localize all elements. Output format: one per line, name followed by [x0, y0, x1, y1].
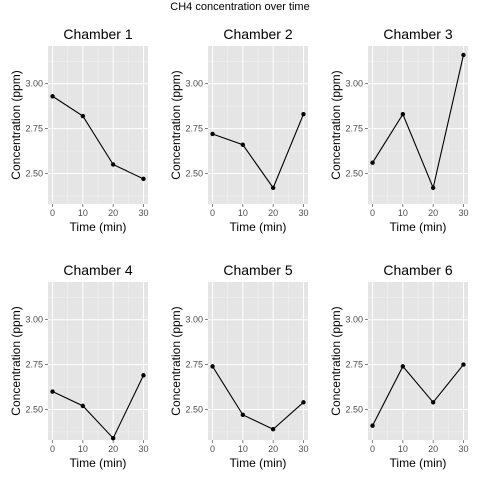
x-tick-label: 20 [268, 208, 278, 218]
data-point [301, 112, 306, 117]
x-tick-label: 20 [428, 208, 438, 218]
y-axis-title: Concentration (ppm) [169, 306, 183, 415]
x-tick-label: 30 [298, 444, 308, 454]
series-line [52, 95, 144, 180]
panel-title: Chamber 5 [223, 262, 292, 278]
x-axis-title: Time (min) [70, 220, 127, 234]
y-tick-label: 3.00 [345, 79, 363, 89]
data-point [210, 364, 215, 369]
data-point [80, 403, 86, 409]
data-point [240, 412, 246, 418]
y-tick-label: 2.75 [345, 124, 363, 134]
panel-title: Chamber 2 [223, 26, 292, 42]
data-point [210, 131, 215, 137]
x-axis-title: Time (min) [390, 220, 447, 234]
x-tick-label: 20 [268, 444, 278, 454]
panel-title: Chamber 1 [63, 26, 132, 42]
x-tick-label: 0 [210, 208, 215, 218]
y-tick-label: 3.00 [345, 315, 363, 325]
data-point [400, 112, 406, 117]
data-point [430, 400, 436, 405]
y-tick-label: 2.50 [25, 404, 43, 414]
data-point [301, 400, 306, 405]
data-point [240, 142, 246, 147]
x-tick-label: 0 [370, 208, 375, 218]
panel-title: Chamber 4 [63, 262, 132, 278]
x-axis-title: Time (min) [70, 456, 127, 470]
y-axis-title: Concentration (ppm) [169, 70, 183, 179]
x-tick-label: 30 [298, 208, 308, 218]
series-line [212, 114, 304, 189]
x-tick-label: 0 [50, 208, 55, 218]
data-point [461, 362, 466, 367]
chart-panel-5: 0 10 20 30 2.50 2.75 3.00 Chamber 5 Time (min) Co… [169, 262, 308, 470]
series-line [52, 375, 144, 440]
data-point [50, 94, 55, 99]
panel-title: Chamber 3 [383, 26, 452, 42]
chart-panel-1: 0 10 20 30 2.50 2.75 3.00 Chamber 1 Time (min) Co… [9, 26, 148, 234]
y-tick-label: 2.75 [25, 360, 43, 370]
data-point [430, 185, 436, 191]
data-point [50, 389, 55, 394]
data-point [270, 427, 276, 432]
x-tick-label: 20 [428, 444, 438, 454]
y-tick-label: 3.00 [25, 79, 43, 89]
data-point [270, 185, 276, 191]
x-tick-label: 0 [210, 444, 215, 454]
y-tick-label: 3.00 [25, 315, 43, 325]
y-tick-label: 2.75 [25, 124, 43, 134]
x-tick-label: 10 [238, 444, 248, 454]
x-tick-label: 30 [138, 444, 148, 454]
x-axis-title: Time (min) [230, 456, 287, 470]
x-tick-label: 10 [398, 208, 408, 218]
y-tick-label: 3.00 [185, 79, 203, 89]
y-tick-label: 3.00 [185, 315, 203, 325]
y-tick-label: 2.75 [345, 360, 363, 370]
series-line [212, 366, 304, 430]
x-axis-title: Time (min) [230, 220, 287, 234]
y-axis-title: Concentration (ppm) [9, 306, 23, 415]
data-point [400, 364, 406, 369]
y-axis-title: Concentration (ppm) [9, 70, 23, 179]
y-tick-label: 2.50 [25, 168, 43, 178]
x-tick-label: 30 [458, 208, 468, 218]
chart-panel-2: 0 10 20 30 2.50 2.75 3.00 Chamber 2 Time (min) Co… [169, 26, 308, 234]
x-tick-label: 10 [78, 444, 88, 454]
x-tick-label: 20 [108, 444, 118, 454]
data-point [461, 52, 466, 58]
x-tick-label: 10 [238, 208, 248, 218]
data-point [370, 160, 375, 165]
chart-panel-4: 0 10 20 30 2.50 2.75 3.00 Chamber 4 Time (min) Co… [9, 262, 148, 470]
data-point [110, 162, 116, 167]
chart-panel-6: 0 10 20 30 2.50 2.75 3.00 Chamber 6 Time (min) Co… [329, 262, 468, 470]
x-axis-title: Time (min) [390, 456, 447, 470]
panel-title: Chamber 6 [383, 262, 452, 278]
data-point [80, 113, 86, 119]
series-line [372, 364, 464, 426]
series-line [372, 54, 464, 190]
data-point [141, 176, 146, 182]
y-tick-label: 2.75 [185, 360, 203, 370]
y-tick-label: 2.50 [345, 404, 363, 414]
y-tick-label: 2.75 [185, 124, 203, 134]
x-tick-label: 0 [50, 444, 55, 454]
y-axis-title: Concentration (ppm) [329, 70, 343, 179]
x-tick-label: 10 [78, 208, 88, 218]
x-tick-label: 30 [138, 208, 148, 218]
x-tick-label: 0 [370, 444, 375, 454]
y-axis-title: Concentration (ppm) [329, 306, 343, 415]
y-tick-label: 2.50 [345, 168, 363, 178]
x-tick-label: 20 [108, 208, 118, 218]
data-point [141, 373, 146, 378]
y-tick-label: 2.50 [185, 404, 203, 414]
main-title: CH4 concentration over time [170, 1, 309, 13]
data-point [110, 436, 116, 441]
data-point [370, 423, 375, 428]
y-tick-label: 2.50 [185, 168, 203, 178]
x-tick-label: 10 [398, 444, 408, 454]
chart-panel-3: 0 10 20 30 2.50 2.75 3.00 Chamber 3 Time (min) Co… [329, 26, 468, 234]
x-tick-label: 30 [458, 444, 468, 454]
